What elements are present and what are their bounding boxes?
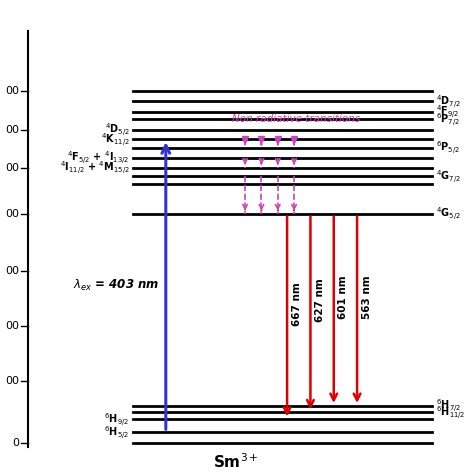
Text: 563 nm: 563 nm — [362, 275, 372, 319]
Text: $^4$D$_{5/2}$: $^4$D$_{5/2}$ — [105, 121, 129, 138]
Text: 0: 0 — [12, 438, 19, 448]
Text: $^6$P$_{7/2}$: $^6$P$_{7/2}$ — [437, 111, 460, 128]
Text: $^4$G$_{5/2}$: $^4$G$_{5/2}$ — [437, 205, 461, 222]
Text: $^6$H$_{9/2}$: $^6$H$_{9/2}$ — [104, 411, 129, 428]
Text: $^4$F$_{5/2}$ + $^4$I$_{13/2}$: $^4$F$_{5/2}$ + $^4$I$_{13/2}$ — [67, 149, 129, 166]
Text: 601 nm: 601 nm — [338, 275, 348, 319]
Text: $^4$G$_{7/2}$: $^4$G$_{7/2}$ — [437, 168, 461, 185]
Text: 00: 00 — [5, 86, 19, 96]
Text: $^4$D$_{7/2}$: $^4$D$_{7/2}$ — [437, 93, 461, 109]
Text: 00: 00 — [5, 266, 19, 276]
Text: $^6$H$_{5/2}$: $^6$H$_{5/2}$ — [104, 424, 129, 441]
Text: $\lambda_{ex}$ = 403 nm: $\lambda_{ex}$ = 403 nm — [73, 278, 159, 293]
Text: Non radiative transitions: Non radiative transitions — [232, 114, 361, 124]
Text: $^4$K$_{11/2}$: $^4$K$_{11/2}$ — [101, 131, 129, 148]
Text: Sm$^{3+}$: Sm$^{3+}$ — [213, 453, 259, 471]
Text: 00: 00 — [5, 321, 19, 331]
Text: $^6$P$_{5/2}$: $^6$P$_{5/2}$ — [437, 139, 460, 156]
Text: 00: 00 — [5, 163, 19, 173]
Text: 627 nm: 627 nm — [315, 278, 325, 322]
Text: $^4$F$_{9/2}$: $^4$F$_{9/2}$ — [437, 103, 460, 120]
Text: $^4$I$_{11/2}$ + $^4$M$_{15/2}$: $^4$I$_{11/2}$ + $^4$M$_{15/2}$ — [60, 159, 129, 176]
Text: 667 nm: 667 nm — [292, 282, 302, 326]
Text: $^6$H$_{11/2}$: $^6$H$_{11/2}$ — [437, 404, 465, 420]
Text: 00: 00 — [5, 125, 19, 135]
Text: 00: 00 — [5, 376, 19, 386]
Text: 00: 00 — [5, 209, 19, 219]
Text: $^6$H$_{7/2}$: $^6$H$_{7/2}$ — [437, 397, 461, 414]
